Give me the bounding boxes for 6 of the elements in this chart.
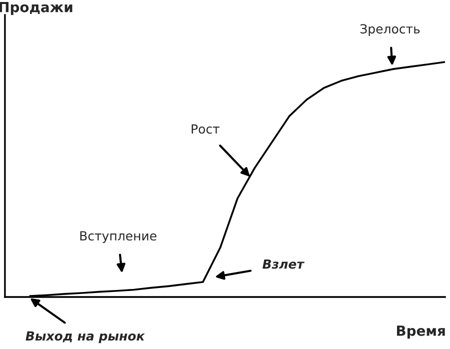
- annotation: Вступление: [80, 231, 156, 243]
- annotation: Рост: [192, 124, 220, 134]
- text: Выход на рынок: [26, 331, 145, 344]
- x-axis-title: Время: [397, 326, 445, 339]
- text: Зрелость: [360, 24, 420, 36]
- annotation: Взлет: [262, 259, 305, 269]
